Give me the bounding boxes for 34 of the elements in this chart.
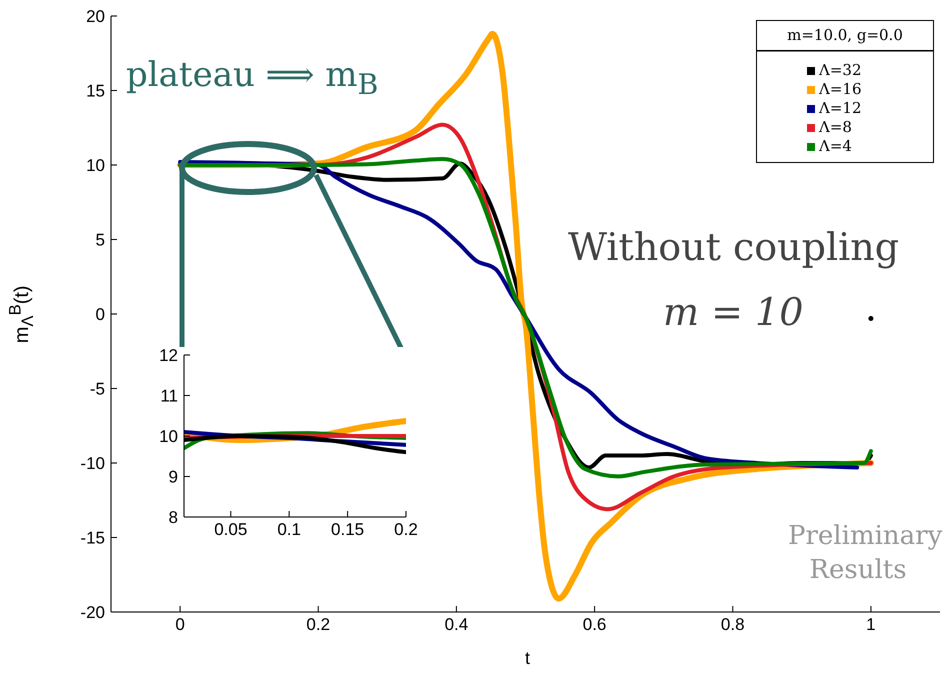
legend-label: Λ=8 bbox=[819, 118, 852, 136]
y-tick-label: 20 bbox=[86, 7, 105, 26]
x-tick-label: 0.2 bbox=[394, 520, 418, 540]
y-tick-label: 9 bbox=[168, 468, 178, 487]
legend-label: Λ=16 bbox=[819, 80, 862, 98]
y-tick-label: -20 bbox=[80, 603, 105, 622]
y-tick-label: 11 bbox=[160, 386, 178, 406]
y-tick-label: 10 bbox=[159, 427, 178, 446]
x-tick-label: 0.2 bbox=[306, 615, 330, 634]
x-tick-label: 0.05 bbox=[214, 520, 248, 540]
y-tick-label: 8 bbox=[168, 508, 178, 528]
annotation: plateau ⟹ m$_{B}$ bbox=[126, 54, 378, 103]
y-tick-label: 5 bbox=[96, 230, 105, 250]
x-tick-label: 0.6 bbox=[582, 615, 606, 634]
annotation: m = 10 bbox=[663, 289, 804, 336]
x-tick-label: 0.1 bbox=[277, 520, 301, 540]
y-tick-label: 12 bbox=[159, 346, 178, 366]
x-tick-label: 1 bbox=[866, 615, 876, 634]
annotation: Preliminary Results bbox=[788, 520, 942, 587]
y-tick-label: 10 bbox=[86, 156, 105, 176]
y-tick-label: -5 bbox=[90, 380, 105, 399]
legend-title: m=10.0, g=0.0 bbox=[786, 25, 904, 46]
x-tick-label: 0.8 bbox=[720, 615, 745, 634]
y-tick-label: -15 bbox=[80, 528, 105, 548]
y-tick-label: -10 bbox=[80, 454, 105, 474]
x-axis-title: t bbox=[525, 648, 530, 669]
x-tick-label: 0.4 bbox=[444, 615, 468, 634]
legend-label: Λ=12 bbox=[819, 99, 862, 117]
legend-label: Λ=32 bbox=[819, 61, 862, 79]
y-tick-label: 0 bbox=[96, 305, 105, 324]
annotation: Without coupling bbox=[568, 224, 900, 271]
x-tick-label: 0.15 bbox=[331, 520, 364, 540]
legend-label: Λ=4 bbox=[819, 137, 852, 155]
y-tick-label: 15 bbox=[86, 82, 105, 101]
